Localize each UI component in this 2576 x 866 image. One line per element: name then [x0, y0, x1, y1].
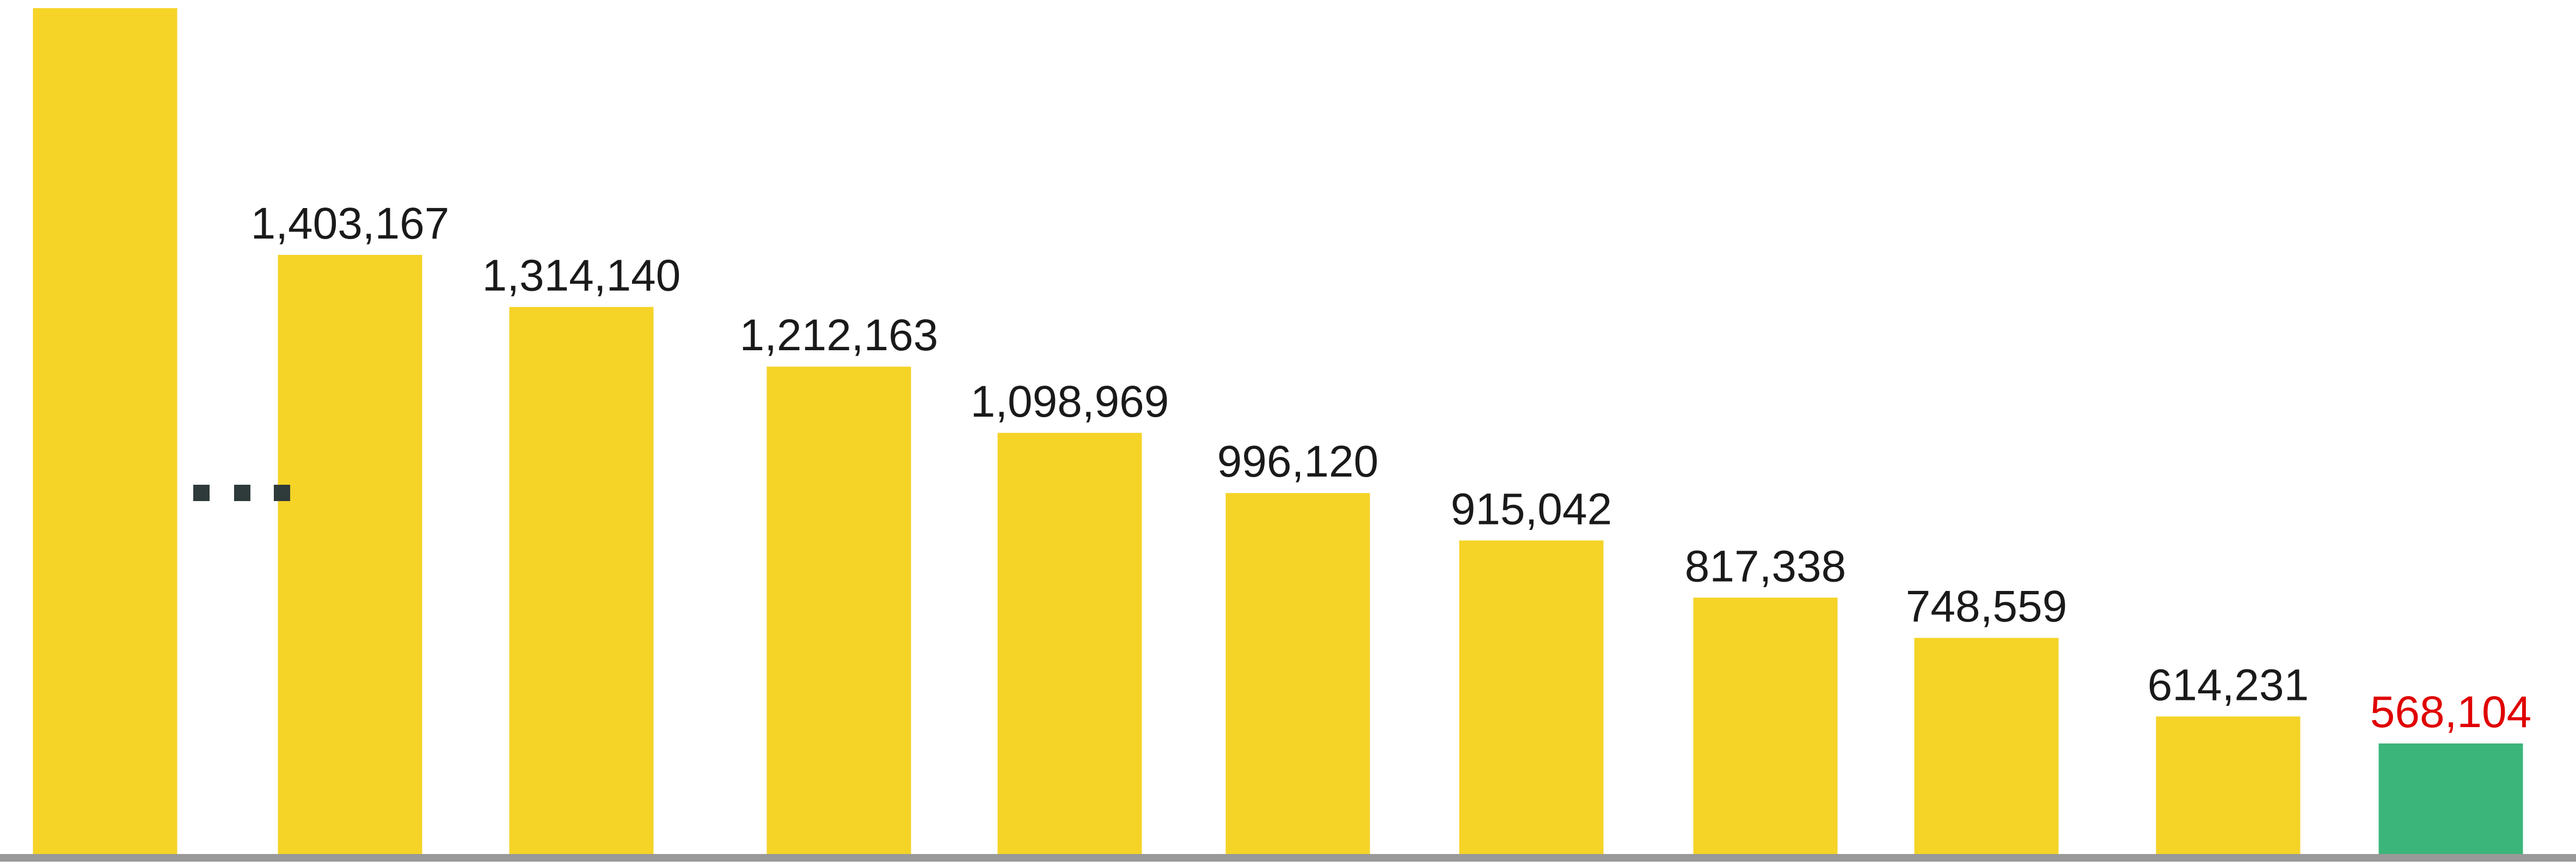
data-label-7: 915,042: [1451, 484, 1612, 534]
bar-6: [1225, 493, 1370, 854]
bar-truncated: [33, 8, 177, 854]
bar-5: [997, 432, 1142, 854]
break-dot-3: [274, 485, 290, 501]
break-dot-2: [234, 485, 250, 501]
data-label-5: 1,098,969: [971, 377, 1169, 426]
break-dot-1: [193, 485, 210, 501]
data-label-11: 568,104: [2370, 687, 2531, 737]
bar-10: [2156, 716, 2301, 854]
labels-layer: 1,403,167 1,314,140 1,212,163 1,098,969 996,…: [251, 199, 2532, 737]
bar-3: [509, 307, 654, 854]
bar-7: [1459, 540, 1604, 854]
data-label-2: 1,403,167: [251, 199, 450, 248]
bar-4: [766, 367, 911, 854]
bar-11: [2378, 743, 2523, 854]
bar-8: [1693, 597, 1838, 854]
data-label-9: 748,559: [1906, 582, 2067, 631]
data-label-3: 1,314,140: [482, 251, 681, 301]
data-label-6: 996,120: [1217, 437, 1378, 486]
bars-layer: [33, 8, 2523, 854]
axis-break-marker: [193, 485, 290, 501]
bar-9: [1914, 638, 2059, 854]
bar-2: [278, 255, 422, 854]
data-label-8: 817,338: [1685, 541, 1846, 591]
data-label-10: 614,231: [2148, 660, 2309, 710]
data-label-4: 1,212,163: [740, 310, 939, 360]
